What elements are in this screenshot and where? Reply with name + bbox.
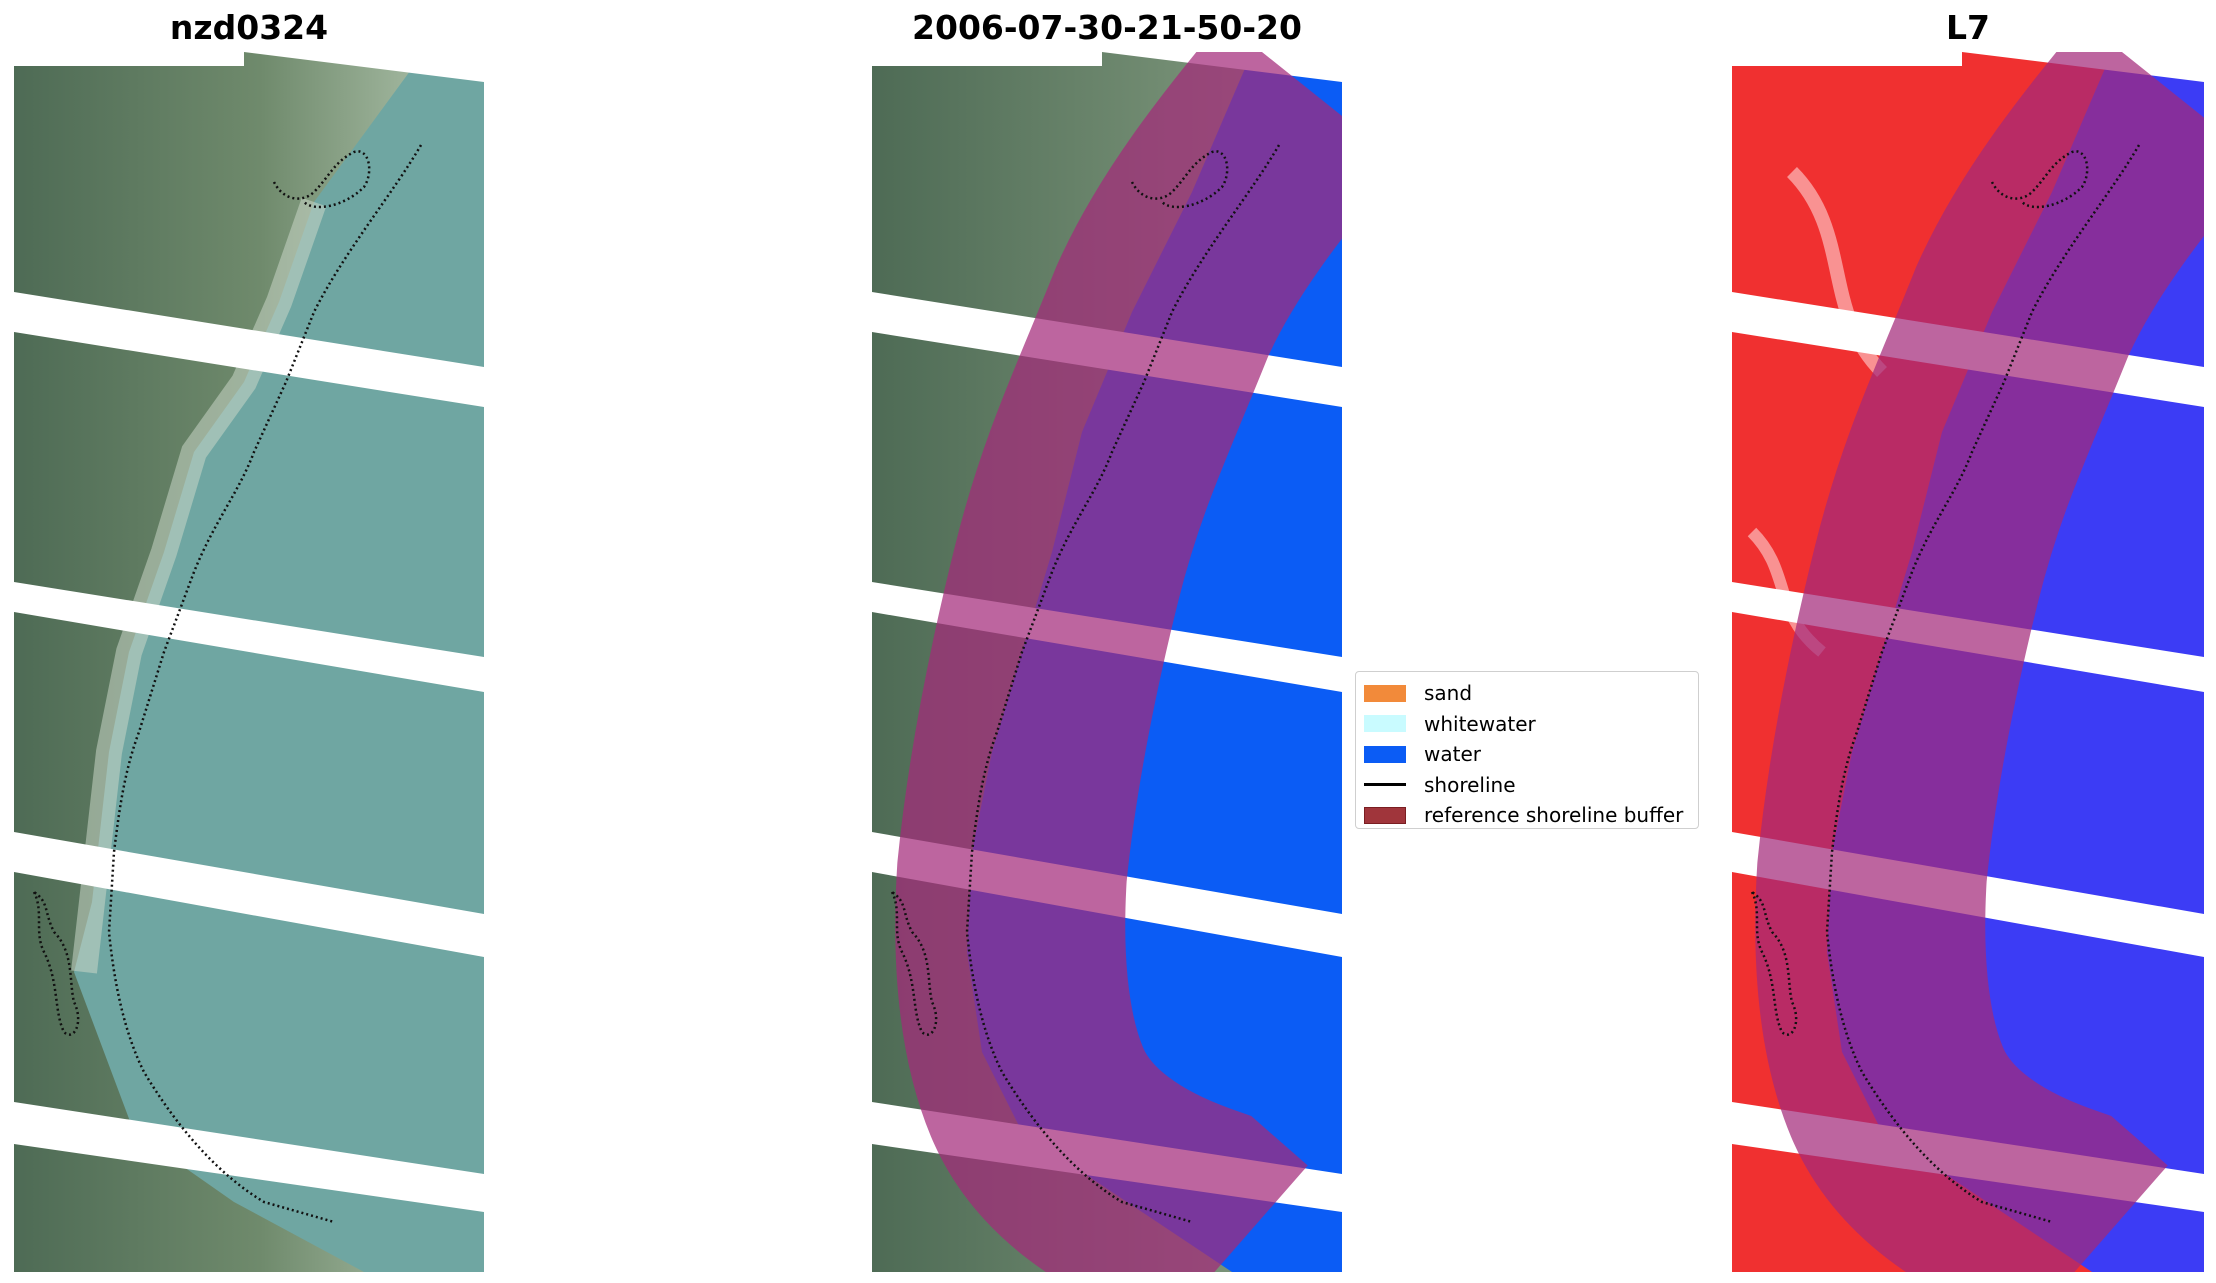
panel-title-date: 2006-07-30-21-50-20 bbox=[912, 8, 1302, 47]
buffer-swatch bbox=[1364, 806, 1406, 824]
rgb-image bbox=[14, 52, 484, 1272]
classified-image bbox=[872, 52, 1342, 1272]
legend-item-whitewater: whitewater bbox=[1356, 709, 1698, 740]
legend-item-buffer: reference shoreline buffer bbox=[1356, 800, 1698, 831]
whitewater-swatch bbox=[1364, 715, 1406, 733]
classified-image-panel bbox=[872, 52, 1342, 1272]
index-image bbox=[1732, 52, 2204, 1272]
legend-item-sand: sand bbox=[1356, 678, 1698, 709]
legend-label-shoreline: shoreline bbox=[1424, 772, 1516, 797]
legend-item-water: water bbox=[1356, 739, 1698, 770]
water-swatch bbox=[1364, 745, 1406, 763]
legend-item-shoreline: shoreline bbox=[1356, 770, 1698, 801]
index-image-panel bbox=[1732, 52, 2204, 1272]
sand-swatch bbox=[1364, 684, 1406, 702]
legend-label-sand: sand bbox=[1424, 681, 1473, 706]
shoreline-line-swatch bbox=[1364, 783, 1406, 787]
panel-title-satellite: L7 bbox=[1946, 8, 1990, 47]
panel-title-rgb: nzd0324 bbox=[169, 8, 329, 47]
legend-label-whitewater: whitewater bbox=[1424, 711, 1536, 736]
legend: sand whitewater water shoreline referenc… bbox=[1355, 671, 1699, 829]
rgb-image-panel bbox=[14, 52, 484, 1272]
legend-label-buffer: reference shoreline buffer bbox=[1424, 803, 1684, 828]
legend-label-water: water bbox=[1424, 742, 1481, 767]
